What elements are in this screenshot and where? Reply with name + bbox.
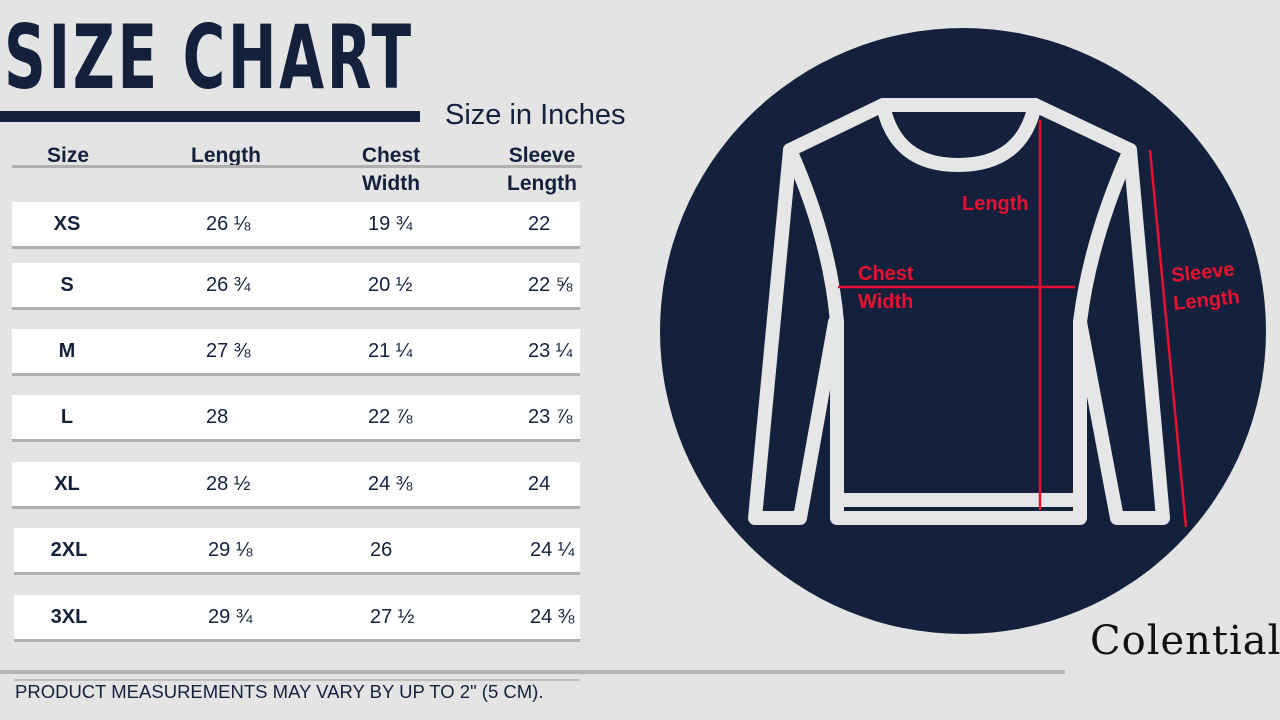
table-row: 2XL 29 ⅛ 26 24 ¼ [14, 528, 580, 575]
header-size: Size [30, 142, 106, 170]
length-value: 26 ⅛ [206, 213, 251, 235]
sleeve-value: 24 ⅜ [530, 606, 575, 628]
chest-value: 27 ½ [370, 606, 415, 628]
header-size-label: Size [46, 144, 90, 167]
chest-value: 21 ¼ [368, 340, 413, 362]
sweater-outline [748, 98, 1170, 525]
length-value: 29 ¾ [208, 606, 253, 628]
header-chest-width: Chest Width [350, 142, 432, 198]
sweater-neckline [876, 98, 1042, 172]
table-row: S 26 ¾ 20 ½ 22 ⅝ [12, 263, 580, 310]
header-divider [12, 165, 582, 168]
units-subtitle: Size in Inches [445, 99, 626, 131]
size: 3XL [50, 606, 88, 628]
measurement-lines [838, 120, 1188, 528]
chest-value: 24 ⅜ [368, 473, 413, 495]
length-value: 29 ⅛ [208, 539, 253, 561]
sleeve-value: 22 ⅝ [528, 274, 573, 296]
sleeve-value: 23 ⅞ [528, 406, 573, 428]
right-armhole [1073, 143, 1137, 329]
table-row: XS 26 ⅛ 19 ¾ 22 [12, 202, 580, 249]
chest-value: 26 [370, 539, 393, 561]
length-label: Length [962, 193, 1029, 215]
page-title: SIZE CHART [4, 6, 414, 109]
table-row: 3XL 29 ¾ 27 ½ 24 ⅜ [14, 595, 580, 642]
header-sleeve-length: Sleeve Length [500, 142, 584, 198]
header-length: Length [180, 142, 272, 170]
left-armhole [783, 143, 844, 329]
header-chest-line2: Width [361, 172, 421, 195]
measurement-disclaimer: PRODUCT MEASUREMENTS MAY VARY BY UP TO 2… [15, 681, 544, 702]
size: XL [54, 473, 80, 495]
table-row: XL 28 ½ 24 ⅜ 24 [12, 462, 580, 509]
footer-divider [0, 670, 1065, 674]
header-sleeve-line2: Length [507, 172, 577, 195]
size: M [58, 340, 76, 362]
header-sleeve-line1: Sleeve [508, 144, 576, 167]
length-value: 28 ½ [206, 473, 251, 495]
background-circle [660, 28, 1266, 634]
sweater-body-outline [748, 98, 1170, 525]
table-row: L 28 22 ⅞ 23 ⅞ [12, 395, 580, 442]
sleeve-value: 23 ¼ [528, 340, 573, 362]
brand-logo: Colential [1090, 618, 1280, 664]
table-row: M 27 ⅜ 21 ¼ 23 ¼ [12, 329, 580, 376]
sleeve-value: 24 ¼ [530, 539, 575, 561]
chest-value: 20 ½ [368, 274, 413, 296]
size: XS [53, 213, 81, 235]
sleeve-length-line [1148, 149, 1188, 528]
length-value: 28 [206, 406, 229, 428]
chest-value: 19 ¾ [368, 213, 413, 235]
chest-label-line1: Chest [858, 263, 914, 285]
footer-divider-thin [14, 679, 580, 681]
size: 2XL [50, 539, 88, 561]
length-value: 27 ⅜ [206, 340, 251, 362]
header-length-label: Length [191, 144, 261, 167]
sleeve-value: 24 [528, 473, 551, 495]
length-value: 26 ¾ [206, 274, 251, 296]
size: L [60, 406, 74, 428]
title-underline [0, 111, 420, 122]
size: S [60, 274, 74, 296]
chest-value: 22 ⅞ [368, 406, 413, 428]
sleeve-value: 22 [528, 213, 551, 235]
chest-label-line2: Width [858, 291, 913, 313]
header-chest-line1: Chest [361, 144, 421, 167]
